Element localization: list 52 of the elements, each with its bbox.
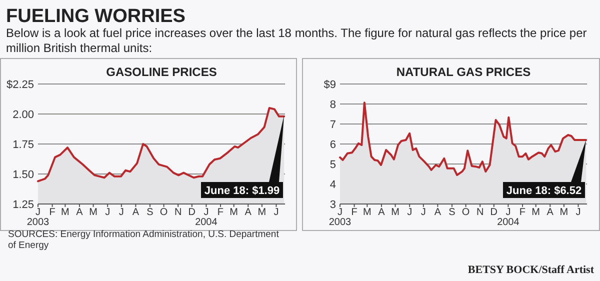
x-tick-label: A bbox=[378, 207, 386, 218]
x-tick-label: A bbox=[546, 207, 554, 218]
y-tick-label: 6 bbox=[330, 139, 336, 151]
x-tick-label: J bbox=[274, 207, 279, 218]
x-tick-label: M bbox=[391, 207, 400, 218]
x-tick-label: D bbox=[490, 207, 498, 218]
y-tick-label: $9 bbox=[324, 79, 336, 91]
x-tick-label: F bbox=[49, 207, 56, 218]
y-tick-label: 7 bbox=[330, 119, 336, 131]
x-tick-label: J bbox=[576, 207, 581, 218]
y-tick-label: 1.75 bbox=[12, 139, 34, 151]
x-tick-label: J bbox=[420, 207, 426, 218]
y-tick-label: 1.50 bbox=[12, 169, 34, 181]
x-tick-label: O bbox=[462, 207, 470, 218]
x-tick-label: S bbox=[448, 207, 456, 218]
x-tick-label: N bbox=[174, 207, 182, 218]
y-tick-label: $2.25 bbox=[6, 79, 34, 91]
x-tick-label: N bbox=[476, 207, 484, 218]
x-tick-label: M bbox=[230, 207, 238, 218]
x-tick-label: J 2004 bbox=[195, 207, 218, 228]
x-tick-label: J 2004 bbox=[497, 207, 520, 228]
x-tick-label: M bbox=[89, 207, 98, 218]
chart-title: NATURAL GAS PRICES bbox=[396, 65, 531, 79]
x-tick-label: D bbox=[188, 207, 196, 218]
x-tick-label: M bbox=[61, 207, 70, 218]
x-tick-label: A bbox=[132, 207, 140, 218]
annotation: June 18: $6.52 bbox=[506, 185, 582, 197]
x-tick-label: S bbox=[146, 207, 154, 218]
x-tick-label: F bbox=[351, 207, 358, 218]
y-tick-label: 5 bbox=[330, 159, 336, 171]
x-tick-label: J bbox=[118, 207, 124, 218]
text: BETSY BOCK/Staff Artist bbox=[468, 264, 594, 276]
y-tick-label: 8 bbox=[330, 99, 336, 111]
x-tick-label: J bbox=[407, 207, 412, 218]
x-tick-label: A bbox=[244, 207, 252, 218]
x-tick-label: M bbox=[363, 207, 372, 218]
y-tick-label: 4 bbox=[330, 179, 336, 191]
x-tick-label: F bbox=[217, 207, 224, 218]
text: Below is a look at fuel price increases over the last 18 months. The figure for natural gas reflects the price per million British thermal units: bbox=[6, 26, 587, 55]
x-tick-label: A bbox=[76, 207, 84, 218]
source-note: SOURCES: Energy Information Administration, U.S. Department of Energy bbox=[8, 229, 280, 251]
x-tick-label: O bbox=[160, 207, 168, 218]
x-tick-label: F bbox=[519, 207, 526, 218]
x-tick-label: A bbox=[434, 207, 442, 218]
y-tick-label: 2.00 bbox=[12, 109, 34, 121]
x-tick-label: J bbox=[105, 207, 110, 218]
x-tick-label: M bbox=[258, 207, 266, 218]
x-tick-label: M bbox=[560, 207, 568, 218]
annotation: June 18: $1.99 bbox=[204, 185, 280, 197]
text: FUELING WORRIES bbox=[6, 6, 186, 27]
x-tick-label: M bbox=[532, 207, 540, 218]
chart-title: GASOLINE PRICES bbox=[106, 65, 217, 79]
